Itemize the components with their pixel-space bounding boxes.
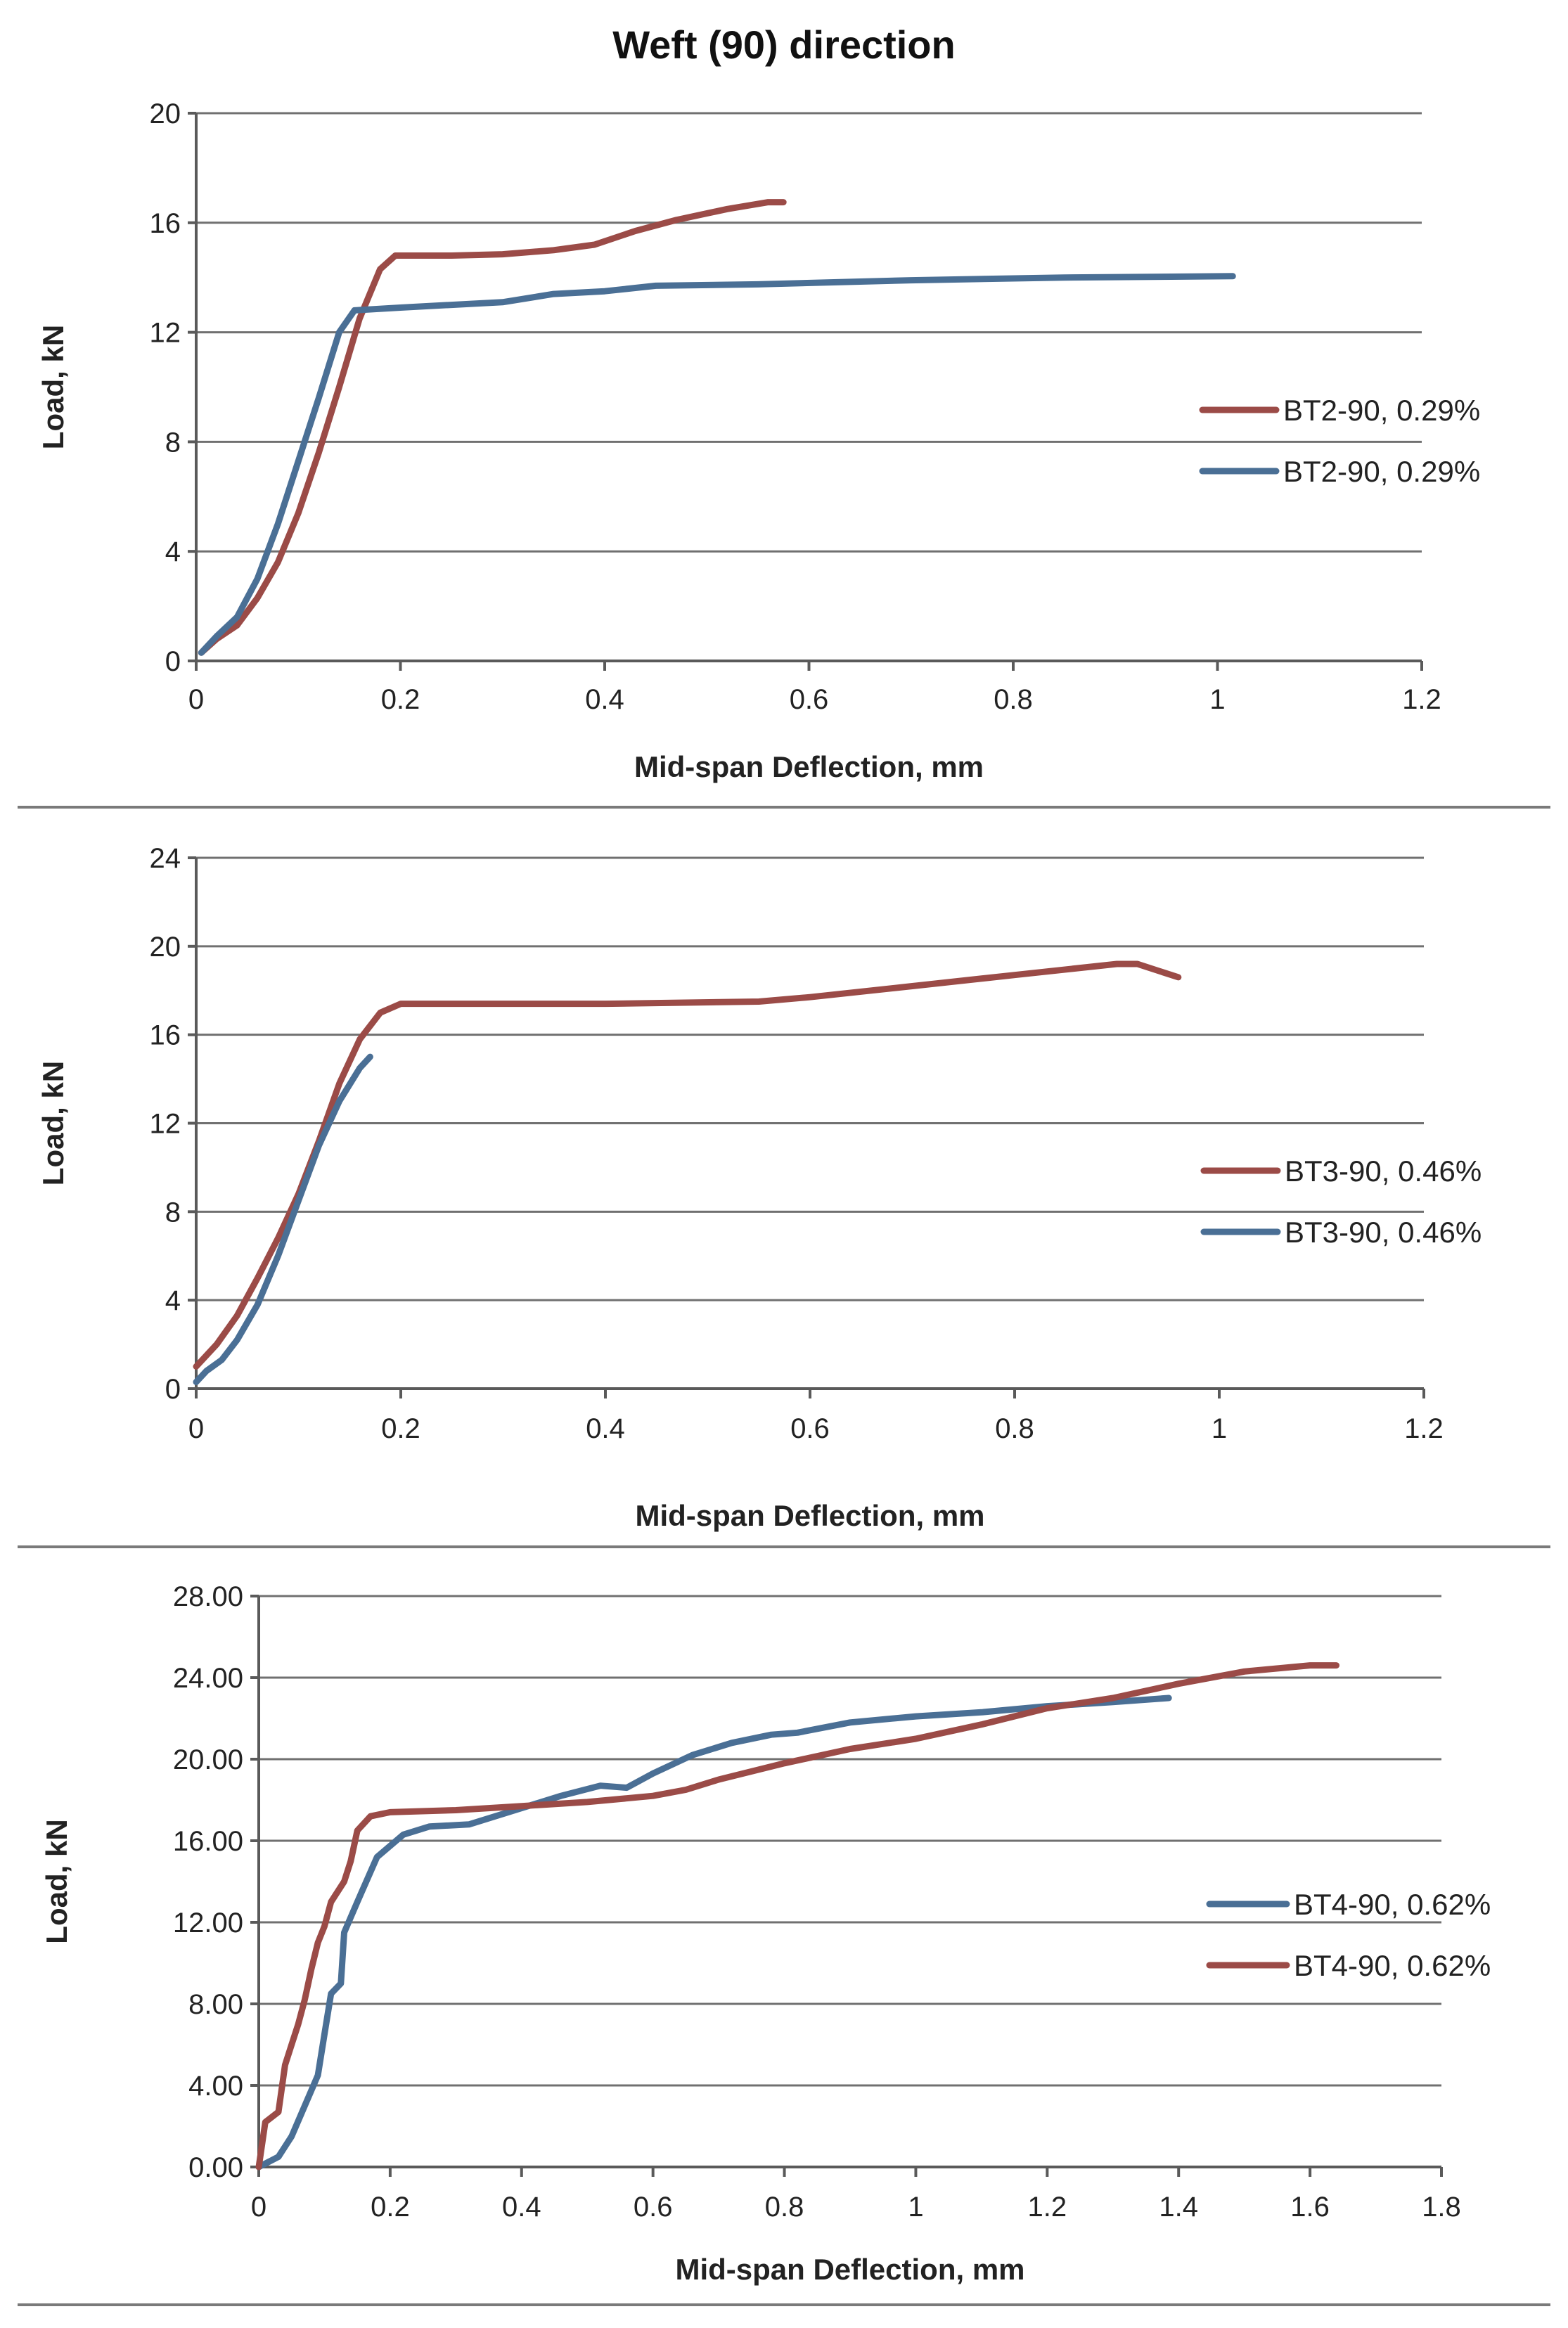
x-tick-label: 0.8 xyxy=(994,684,1033,715)
x-tick-label: 1 xyxy=(1209,684,1225,715)
x-tick-label: 1.4 xyxy=(1159,2192,1198,2223)
legend-label-2: BT2-90, 0.29% xyxy=(1283,455,1480,488)
y-tick-label: 16 xyxy=(150,1020,181,1051)
y-tick-label: 20 xyxy=(150,932,181,963)
x-tick-label: 0.6 xyxy=(634,2192,673,2223)
x-axis-label: Mid-span Deflection, mm xyxy=(675,2253,1024,2286)
y-tick-label: 16.00 xyxy=(173,1826,243,1857)
legend-label-2: BT4-90, 0.62% xyxy=(1294,1949,1491,1982)
y-tick-label: 4 xyxy=(165,1285,181,1316)
series-line-1 xyxy=(193,960,1182,1370)
x-tick-label: 0.6 xyxy=(790,1413,830,1444)
y-tick-label: 12.00 xyxy=(173,1908,243,1938)
x-tick-label: 1.2 xyxy=(1028,2192,1067,2223)
legend-label-1: BT3-90, 0.46% xyxy=(1285,1155,1482,1188)
series-line-2 xyxy=(198,273,1236,656)
y-tick-label: 8.00 xyxy=(188,1989,243,2020)
x-axis-label: Mid-span Deflection, mm xyxy=(634,750,984,783)
legend-label-1: BT4-90, 0.62% xyxy=(1294,1888,1491,1921)
y-tick-label: 20.00 xyxy=(173,1744,243,1775)
x-tick-label: 0.2 xyxy=(381,684,420,715)
y-tick-label: 0 xyxy=(165,1374,181,1405)
y-tick-label: 24 xyxy=(150,843,181,874)
y-tick-label: 8 xyxy=(165,1197,181,1228)
x-tick-label: 1.2 xyxy=(1404,1413,1444,1444)
y-axis-label: Load, kN xyxy=(40,1819,73,1943)
y-tick-label: 24.00 xyxy=(173,1663,243,1694)
y-tick-label: 20 xyxy=(150,98,181,129)
x-tick-label: 1 xyxy=(908,2192,923,2223)
legend-label-2: BT3-90, 0.46% xyxy=(1285,1216,1482,1249)
y-tick-label: 16 xyxy=(150,208,181,239)
series-line-2 xyxy=(193,1053,373,1386)
y-tick-label: 12 xyxy=(150,1109,181,1140)
y-tick-label: 0.00 xyxy=(188,2152,243,2183)
y-tick-label: 12 xyxy=(150,318,181,349)
y-tick-label: 4.00 xyxy=(188,2071,243,2102)
chart-panel-2: 0 4 8 12 16 20 24 0 0.2 0.4 0.6 0.8 1 1.2 Mid-span Def… xyxy=(18,843,1550,1548)
x-tick-label: 0.2 xyxy=(371,2192,410,2223)
legend: BT3-90, 0.46% BT3-90, 0.46% xyxy=(1200,1155,1482,1249)
y-tick-label: 28.00 xyxy=(173,1581,243,1612)
series-line-1 xyxy=(198,199,787,656)
x-tick-label: 1 xyxy=(1212,1413,1227,1444)
x-tick-label: 0.8 xyxy=(765,2192,804,2223)
x-tick-label: 0.6 xyxy=(790,684,829,715)
legend: BT4-90, 0.62% BT4-90, 0.62% xyxy=(1206,1888,1491,1982)
x-axis-label: Mid-span Deflection, mm xyxy=(635,1499,984,1532)
y-axis-label: Load, kN xyxy=(37,325,70,449)
x-tick-label: 0.4 xyxy=(586,1413,625,1444)
y-tick-label: 4 xyxy=(165,536,181,567)
legend: BT2-90, 0.29% BT2-90, 0.29% xyxy=(1199,394,1480,488)
y-tick-label: 8 xyxy=(165,427,181,458)
x-tick-label: 0 xyxy=(188,1413,204,1444)
y-axis-label: Load, kN xyxy=(37,1061,70,1185)
figure-title: Weft (90) direction xyxy=(612,22,955,67)
x-tick-label: 0 xyxy=(251,2192,266,2223)
x-tick-label: 1.6 xyxy=(1290,2192,1330,2223)
x-tick-label: 0.4 xyxy=(502,2192,541,2223)
x-tick-label: 0.4 xyxy=(585,684,624,715)
y-tick-label: 0 xyxy=(165,646,181,677)
series-line-1 xyxy=(255,1694,1172,2171)
x-tick-label: 0.2 xyxy=(381,1413,420,1444)
x-tick-label: 0 xyxy=(188,684,204,715)
chart-panel-3: 0.00 4.00 8.00 12.00 16.00 20.00 24.00 28.00 0 0.… xyxy=(18,1581,1550,2306)
legend-label-1: BT2-90, 0.29% xyxy=(1283,394,1480,427)
x-tick-label: 1.8 xyxy=(1422,2192,1461,2223)
x-tick-label: 0.8 xyxy=(995,1413,1034,1444)
series-line-2 xyxy=(255,1662,1339,2171)
x-tick-label: 1.2 xyxy=(1402,684,1441,715)
chart-panel-1: 0 4 8 12 16 20 0 0.2 0.4 0.6 0.8 1 1.2 Mid-span Defle… xyxy=(18,98,1550,809)
